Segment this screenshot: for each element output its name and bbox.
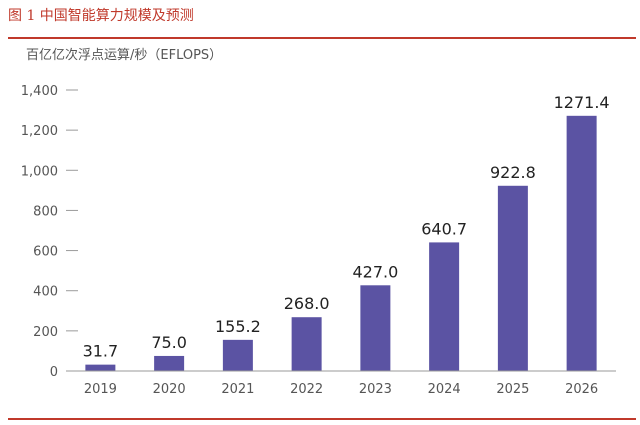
y-tick-label-600: 600 — [33, 245, 58, 260]
y-tick-label-1000: 1,000 — [21, 164, 58, 179]
bar-2021 — [222, 339, 253, 371]
bar-2019 — [85, 364, 116, 371]
y-axis: 0 200 400 600 800 1,000 1,200 1,400 — [21, 84, 78, 380]
unit-label: 百亿亿次浮点运算/秒（EFLOPS） — [26, 47, 222, 63]
data-label-2024: 640.7 — [421, 219, 467, 238]
data-label-2025: 922.8 — [490, 163, 536, 182]
bar-2026 — [566, 115, 597, 371]
bar-2025 — [497, 185, 528, 371]
y-tick-label-0: 0 — [50, 365, 58, 380]
x-tick-label-2025: 2025 — [496, 382, 529, 397]
bottom-rule — [8, 418, 636, 420]
y-tick-label-200: 200 — [33, 325, 58, 340]
bar-2023 — [360, 285, 391, 371]
x-tick-label-2021: 2021 — [221, 382, 254, 397]
x-tick-label-2019: 2019 — [84, 382, 117, 397]
x-tick-label-2024: 2024 — [428, 382, 461, 397]
data-label-2020: 75.0 — [151, 333, 187, 352]
y-tick-label-800: 800 — [33, 204, 58, 219]
bar-2022 — [291, 317, 322, 371]
y-tick-label-1200: 1,200 — [21, 124, 58, 139]
x-tick-label-2023: 2023 — [359, 382, 392, 397]
top-rule — [8, 37, 636, 39]
data-label-2021: 155.2 — [215, 317, 261, 336]
y-tick-label-400: 400 — [33, 285, 58, 300]
x-axis: 2019 2020 2021 2022 2023 2024 2025 2026 — [66, 370, 616, 397]
bars: 31.7 75.0 155.2 268.0 427.0 640.7 922.8 1271.4 — [83, 93, 610, 371]
data-label-2026: 1271.4 — [554, 93, 610, 112]
data-label-2022: 268.0 — [284, 294, 330, 313]
x-tick-label-2020: 2020 — [153, 382, 186, 397]
bar-2020 — [154, 355, 185, 371]
x-tick-label-2026: 2026 — [565, 382, 598, 397]
x-tick-label-2022: 2022 — [290, 382, 323, 397]
figure-title: 图 1 中国智能算力规模及预测 — [8, 8, 194, 24]
y-tick-label-1400: 1,400 — [21, 84, 58, 99]
data-label-2023: 427.0 — [352, 262, 398, 281]
bar-2024 — [429, 242, 460, 371]
data-label-2019: 31.7 — [83, 342, 119, 361]
